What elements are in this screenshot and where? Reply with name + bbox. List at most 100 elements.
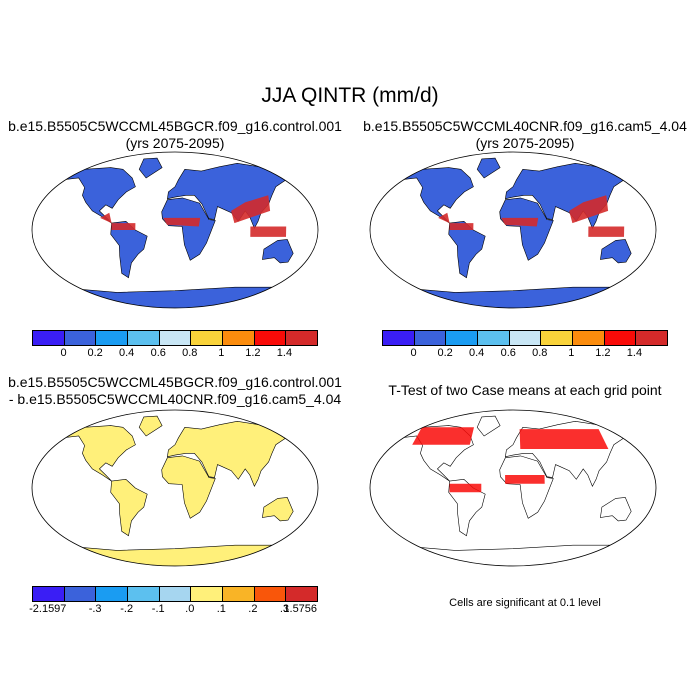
colorbar-cam5 bbox=[382, 330, 668, 346]
map-border bbox=[369, 409, 657, 567]
continent-africa bbox=[161, 197, 216, 261]
page-title: JJA QINTR (mm/d) bbox=[261, 84, 439, 107]
map-control bbox=[31, 151, 319, 309]
high-value-region bbox=[231, 195, 271, 224]
panel-title-diff: b.e15.B5505C5WCCML45BGCR.f09_g16.control… bbox=[0, 374, 350, 408]
continent-greenland bbox=[138, 415, 163, 437]
colorbar-control bbox=[32, 330, 318, 346]
colorbar-swatch bbox=[191, 587, 224, 601]
colorbar-tick-label: 1.2 bbox=[245, 347, 261, 359]
colorbar-tick-label: 1.2 bbox=[595, 347, 611, 359]
colorbar-swatch bbox=[128, 587, 160, 601]
continent-greenland bbox=[476, 157, 501, 179]
map-border bbox=[31, 409, 319, 567]
high-value-region bbox=[163, 217, 201, 227]
colorbar-swatch bbox=[286, 587, 318, 601]
high-value-region bbox=[588, 226, 625, 237]
continent-eurasia bbox=[167, 420, 297, 488]
panel-title-ttest: T-Test of two Case means at each grid po… bbox=[388, 382, 662, 398]
high-value-region bbox=[501, 217, 539, 227]
colorbar-tick-label: 0 bbox=[60, 347, 67, 359]
map-border bbox=[369, 151, 657, 309]
continent-australia bbox=[600, 239, 632, 264]
significance-note: Cells are significant at 0.1 level bbox=[449, 597, 601, 609]
colorbar-swatch bbox=[478, 331, 510, 345]
continent-north-america bbox=[62, 425, 136, 482]
continent-greenland bbox=[476, 415, 501, 437]
colorbar-tick-label: 1 bbox=[568, 347, 575, 359]
panel-title-line1: b.e15.B5505C5WCCML45BGCR.f09_g16.control… bbox=[8, 374, 342, 390]
colorbar-swatch bbox=[509, 331, 542, 345]
colorbar-tick-label: .3 bbox=[279, 603, 290, 615]
colorbar-tick-label: .0 bbox=[185, 603, 195, 615]
colorbar-swatch bbox=[96, 331, 129, 345]
colorbar-swatch bbox=[159, 587, 192, 601]
continent-north-america bbox=[62, 167, 136, 224]
colorbar-swatch bbox=[254, 331, 287, 345]
colorbar-swatch bbox=[383, 331, 415, 345]
colorbar-tick-label: -2.1597 bbox=[29, 603, 67, 615]
significant-region bbox=[519, 429, 609, 449]
map-difference bbox=[31, 409, 319, 567]
high-value-region bbox=[449, 223, 474, 230]
continent-africa bbox=[161, 455, 216, 519]
colorbar-swatch bbox=[33, 331, 65, 345]
continent-greenland bbox=[138, 157, 163, 179]
colorbar-tick-label: 0.8 bbox=[532, 347, 548, 359]
colorbar-swatch bbox=[223, 331, 255, 345]
colorbar-tick-label: 1.4 bbox=[276, 347, 293, 359]
continent-south-america bbox=[110, 478, 148, 537]
map-ttest bbox=[369, 409, 657, 567]
high-value-region bbox=[569, 195, 609, 224]
colorbar-swatch bbox=[604, 331, 637, 345]
colorbar-tick-label: 1.5756 bbox=[283, 603, 318, 615]
colorbar-tick-label: 1.4 bbox=[626, 347, 643, 359]
colorbar-tick-label: .2 bbox=[248, 603, 258, 615]
colorbar-swatch bbox=[414, 331, 447, 345]
colorbar-difference bbox=[32, 586, 318, 602]
colorbar-tick-label: -.1 bbox=[151, 603, 165, 615]
colorbar-tick-label: .1 bbox=[216, 603, 226, 615]
colorbar-tick-label: 0.2 bbox=[437, 347, 453, 359]
colorbar-tick-label: -.3 bbox=[88, 603, 102, 615]
colorbar-tick-label: 0.4 bbox=[469, 347, 485, 359]
colorbar-tick-label: 0.6 bbox=[150, 347, 166, 359]
continent-north-america bbox=[400, 167, 474, 224]
colorbar-swatch bbox=[636, 331, 668, 345]
colorbar-swatch bbox=[128, 331, 160, 345]
continent-australia bbox=[262, 239, 294, 264]
high-value-region bbox=[438, 212, 450, 224]
panel-title-line1: b.e15.B5505C5WCCML40CNR.f09_g16.cam5_4.0… bbox=[363, 118, 687, 134]
high-value-region bbox=[250, 226, 287, 237]
colorbar-swatch bbox=[33, 587, 65, 601]
high-value-region bbox=[111, 223, 136, 230]
colorbar-swatch bbox=[541, 331, 574, 345]
colorbar-tick-label: 0.8 bbox=[182, 347, 198, 359]
colorbar-tick-label: 0.2 bbox=[87, 347, 103, 359]
continent-australia bbox=[600, 497, 632, 522]
map-border bbox=[31, 151, 319, 309]
colorbar-swatch bbox=[191, 331, 224, 345]
high-value-region bbox=[100, 212, 112, 224]
colorbar-swatch bbox=[159, 331, 192, 345]
panel-title-line2: (yrs 2075-2095) bbox=[475, 135, 575, 151]
significant-region bbox=[412, 427, 474, 445]
colorbar-tick-label: -.2 bbox=[120, 603, 134, 615]
colorbar-tick-label: 0.4 bbox=[119, 347, 135, 359]
panel-title-line1: b.e15.B5505C5WCCML45BGCR.f09_g16.control… bbox=[8, 118, 342, 134]
colorbar-swatch bbox=[64, 587, 97, 601]
significant-region bbox=[505, 475, 545, 484]
colorbar-tick-label: 0.6 bbox=[500, 347, 516, 359]
map-cam5 bbox=[369, 151, 657, 309]
panel-title-cam5: b.e15.B5505C5WCCML40CNR.f09_g16.cam5_4.0… bbox=[350, 118, 700, 152]
continent-africa bbox=[499, 197, 554, 261]
colorbar-swatch bbox=[446, 331, 479, 345]
colorbar-swatch bbox=[64, 331, 97, 345]
continent-africa bbox=[499, 455, 554, 519]
significant-region bbox=[449, 483, 482, 493]
colorbar-swatch bbox=[254, 587, 287, 601]
panel-title-line2: - b.e15.B5505C5WCCML40CNR.f09_g16.cam5_4… bbox=[8, 391, 342, 407]
colorbar-tick-label: 1 bbox=[218, 347, 225, 359]
colorbar-swatch bbox=[573, 331, 605, 345]
colorbar-swatch bbox=[96, 587, 129, 601]
